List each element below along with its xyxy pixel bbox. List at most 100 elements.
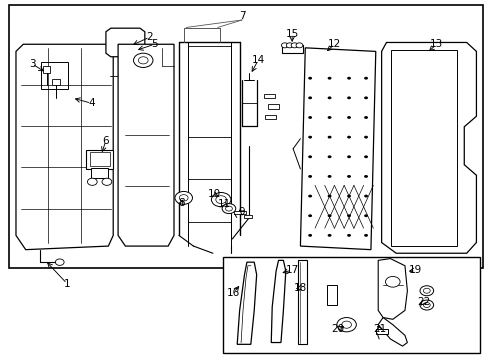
Bar — [264, 94, 274, 98]
Circle shape — [419, 300, 433, 310]
Text: 12: 12 — [327, 39, 340, 49]
Circle shape — [385, 276, 399, 287]
Text: 9: 9 — [238, 207, 245, 217]
Circle shape — [327, 175, 331, 178]
Text: 14: 14 — [251, 55, 264, 65]
Text: 2: 2 — [146, 32, 153, 42]
Circle shape — [327, 136, 331, 139]
Text: 6: 6 — [102, 136, 109, 146]
Bar — [375, 329, 387, 334]
Circle shape — [346, 195, 350, 198]
Bar — [282, 45, 302, 53]
Circle shape — [364, 77, 367, 80]
Text: 5: 5 — [151, 39, 158, 49]
Polygon shape — [390, 50, 456, 246]
Circle shape — [307, 116, 311, 119]
Circle shape — [419, 286, 433, 296]
Circle shape — [102, 178, 112, 185]
Text: 18: 18 — [293, 283, 306, 293]
Circle shape — [307, 77, 311, 80]
Bar — [265, 115, 276, 119]
Circle shape — [336, 318, 356, 332]
Circle shape — [55, 259, 64, 265]
Circle shape — [364, 175, 367, 178]
Circle shape — [346, 96, 350, 99]
Text: 13: 13 — [429, 39, 442, 49]
Circle shape — [307, 136, 311, 139]
Text: 20: 20 — [330, 324, 344, 334]
Circle shape — [307, 96, 311, 99]
Circle shape — [307, 175, 311, 178]
Circle shape — [341, 321, 351, 328]
Text: 19: 19 — [408, 265, 422, 275]
Polygon shape — [16, 44, 113, 249]
Circle shape — [307, 234, 311, 237]
Polygon shape — [106, 28, 144, 57]
Circle shape — [423, 288, 429, 293]
Bar — [90, 152, 110, 166]
Polygon shape — [377, 318, 407, 346]
Text: 3: 3 — [29, 59, 35, 69]
Circle shape — [423, 302, 429, 307]
Text: 11: 11 — [218, 199, 231, 209]
Circle shape — [364, 96, 367, 99]
Circle shape — [346, 214, 350, 217]
Circle shape — [327, 77, 331, 80]
Text: 17: 17 — [285, 265, 298, 275]
Bar — [52, 79, 60, 85]
Bar — [9, 5, 482, 267]
Circle shape — [346, 77, 350, 80]
Circle shape — [327, 156, 331, 158]
Text: 4: 4 — [88, 98, 95, 108]
Circle shape — [307, 156, 311, 158]
Text: 21: 21 — [372, 324, 386, 334]
Text: 10: 10 — [207, 189, 221, 199]
Bar — [297, 260, 306, 344]
Circle shape — [295, 43, 302, 48]
Bar — [233, 211, 245, 214]
Circle shape — [364, 156, 367, 158]
Bar — [267, 104, 278, 109]
Circle shape — [364, 136, 367, 139]
Text: 7: 7 — [238, 12, 245, 21]
Circle shape — [364, 214, 367, 217]
Circle shape — [179, 195, 188, 201]
Circle shape — [327, 116, 331, 119]
Text: 8: 8 — [178, 198, 184, 208]
Text: 1: 1 — [63, 279, 70, 289]
Bar — [243, 215, 252, 218]
Circle shape — [175, 192, 192, 204]
Bar — [41, 62, 68, 89]
Circle shape — [346, 234, 350, 237]
Circle shape — [327, 195, 331, 198]
Circle shape — [346, 156, 350, 158]
Circle shape — [346, 175, 350, 178]
Polygon shape — [300, 48, 375, 249]
Bar — [222, 257, 479, 353]
Circle shape — [346, 116, 350, 119]
Circle shape — [222, 203, 235, 213]
Circle shape — [286, 43, 292, 48]
Circle shape — [281, 43, 287, 48]
Polygon shape — [271, 260, 285, 342]
Circle shape — [327, 96, 331, 99]
Circle shape — [327, 214, 331, 217]
Polygon shape — [377, 258, 407, 319]
Text: 15: 15 — [285, 28, 298, 39]
Bar — [91, 168, 108, 178]
Circle shape — [138, 57, 148, 64]
Polygon shape — [381, 42, 475, 253]
Circle shape — [364, 234, 367, 237]
Polygon shape — [237, 262, 256, 344]
Circle shape — [327, 234, 331, 237]
Polygon shape — [118, 44, 174, 246]
Bar — [86, 150, 113, 169]
Circle shape — [364, 195, 367, 198]
Circle shape — [211, 193, 230, 207]
Text: 22: 22 — [416, 297, 429, 307]
Circle shape — [133, 53, 153, 67]
Circle shape — [346, 136, 350, 139]
Bar — [326, 285, 336, 305]
Circle shape — [215, 196, 226, 203]
Circle shape — [307, 214, 311, 217]
